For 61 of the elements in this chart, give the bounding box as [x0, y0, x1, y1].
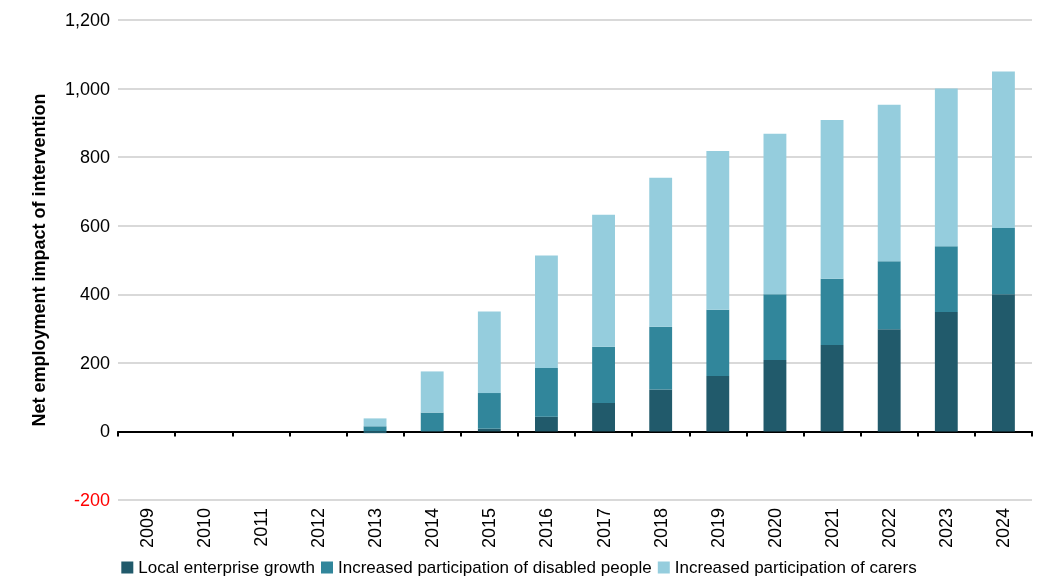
x-tick-label: 2023	[936, 508, 957, 549]
y-tick-label: 1,200	[64, 10, 110, 30]
x-tick-label: 2012	[307, 508, 328, 549]
bar	[420, 371, 444, 413]
y-tick-label: 1,000	[64, 78, 110, 99]
bar	[706, 150, 730, 310]
bar	[877, 261, 901, 330]
bar	[420, 412, 444, 432]
x-tick-label: 2014	[422, 508, 443, 549]
bar	[649, 326, 673, 390]
bar	[477, 393, 501, 429]
bar	[363, 426, 387, 432]
x-tick-label: 2017	[593, 508, 614, 549]
bar	[535, 255, 558, 368]
bar	[535, 416, 558, 432]
bar	[592, 214, 615, 347]
x-tick-label: 2011	[250, 508, 271, 547]
bar	[992, 228, 1015, 295]
x-tick-label: 2016	[536, 508, 557, 549]
x-tick-label: 2010	[193, 508, 214, 549]
y-tick-label: 800	[79, 147, 110, 168]
bar	[992, 294, 1015, 432]
legend-label: Increased participation of disabled people	[338, 558, 652, 577]
x-tick-label: 2024	[993, 508, 1014, 549]
bar	[934, 312, 958, 432]
bar	[592, 346, 615, 403]
bar	[477, 311, 501, 394]
x-tick-label: 2018	[650, 508, 671, 549]
bar	[934, 88, 958, 247]
x-tick-label: 2013	[365, 508, 386, 549]
bar	[363, 418, 387, 427]
bar	[763, 294, 787, 361]
legend-label: Increased participation of carers	[674, 558, 917, 577]
bar	[706, 375, 730, 432]
bar	[649, 389, 673, 432]
bar	[820, 278, 844, 346]
x-tick-label: 2020	[764, 508, 785, 549]
bar	[820, 345, 844, 432]
bar	[992, 71, 1015, 229]
x-tick-label: 2022	[879, 508, 900, 549]
x-tick-label: 2015	[479, 508, 500, 549]
x-tick-label: 2019	[707, 508, 728, 549]
bar	[649, 177, 673, 327]
bar	[877, 329, 901, 432]
x-tick-label: 2009	[136, 508, 157, 549]
bar	[820, 120, 844, 279]
x-tick-label: 2021	[822, 508, 843, 549]
bar	[763, 360, 787, 432]
y-tick-label: 0	[99, 421, 110, 442]
y-tick-label: 600	[79, 215, 110, 236]
bar	[763, 133, 787, 295]
y-tick-label: 200	[79, 352, 110, 373]
y-tick-label: 400	[79, 284, 110, 305]
bar	[592, 402, 615, 432]
legend-label: Local enterprise growth	[138, 558, 316, 577]
bar	[535, 368, 558, 417]
bar	[934, 246, 958, 313]
bar	[706, 309, 730, 376]
y-tick-label: -200	[73, 490, 110, 510]
bar	[877, 104, 901, 262]
y-axis-title: Net employment impact of intervention	[29, 93, 49, 427]
